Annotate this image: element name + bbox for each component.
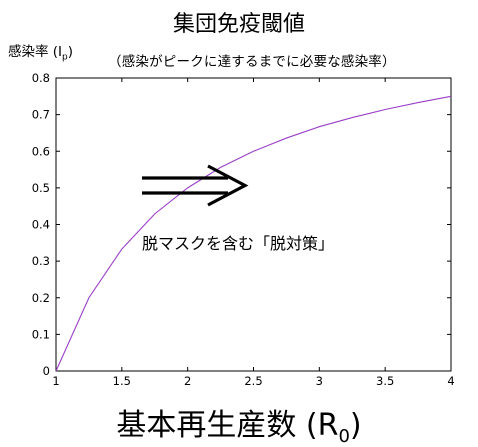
double-arrow-icon	[142, 164, 249, 207]
y-tick-label: 0.1	[32, 327, 50, 341]
y-tick-label: 0.4	[32, 218, 50, 232]
plot-frame	[55, 77, 452, 372]
y-tick-label: 0.5	[32, 181, 50, 195]
x-tick-label: 1.5	[113, 374, 131, 388]
annotation-text: 脱マスクを含む「脱対策」	[142, 234, 335, 253]
x-axis-label: 基本再生産数 (R0)	[116, 408, 362, 447]
x-tick-label: 4	[447, 374, 454, 388]
y-axis-label: 感染率 (Ip)	[8, 44, 74, 63]
arrow-head	[207, 164, 249, 207]
chart-title: 集団免疫閾値	[172, 12, 305, 37]
x-tick-label: 3.5	[376, 374, 394, 388]
chart-subtitle: （感染がピークに達するまでに必要な感染率）	[108, 54, 396, 70]
x-tick-label: 2.5	[244, 374, 262, 388]
y-tick-label: 0.2	[32, 291, 50, 305]
y-tick-label: 0.3	[32, 254, 50, 268]
x-tick-label: 3	[316, 374, 323, 388]
x-tick-label: 1	[52, 374, 59, 388]
y-tick-label: 0.6	[32, 144, 50, 158]
x-tick-label: 2	[184, 374, 191, 388]
y-tick-label: 0.7	[32, 108, 50, 122]
y-tick-label: 0	[43, 364, 50, 378]
y-tick-label: 0.8	[32, 71, 50, 85]
series-line	[55, 95, 452, 372]
